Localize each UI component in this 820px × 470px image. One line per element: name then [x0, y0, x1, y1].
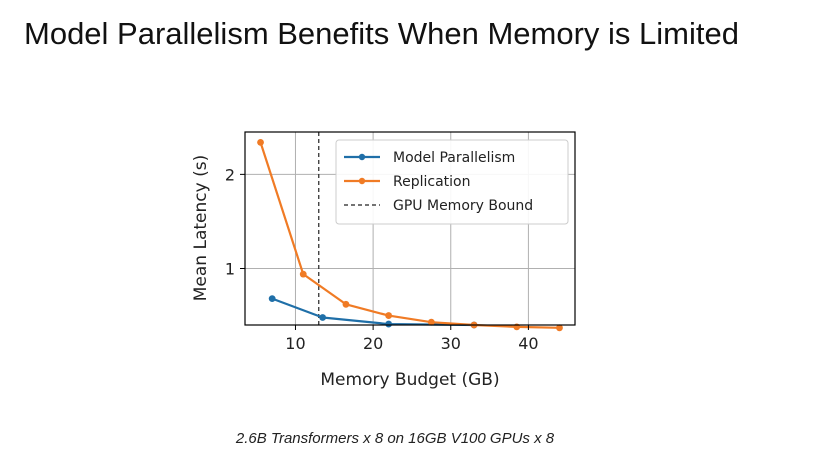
- x-tick-label: 20: [363, 334, 383, 353]
- ticks: 10 20 30 40 1 2: [225, 165, 539, 353]
- legend: Model Parallelism Replication GPU Memory…: [335, 139, 569, 225]
- model-parallelism-point: [268, 295, 276, 303]
- x-tick-label: 40: [518, 334, 538, 353]
- legend-replication-label: Replication: [393, 174, 470, 190]
- replication-point: [257, 138, 264, 146]
- legend-replication-marker: [358, 177, 366, 185]
- replication-line: [259, 142, 560, 329]
- slide-title: Model Parallelism Benefits When Memory i…: [24, 16, 739, 51]
- replication-point: [385, 312, 393, 319]
- legend-model-parallelism-marker: [358, 153, 366, 161]
- legend-box: [335, 139, 569, 225]
- y-axis-label: Mean Latency (s): [191, 155, 211, 301]
- x-tick-label: 30: [441, 334, 461, 353]
- replication-point: [556, 324, 563, 332]
- replication-point: [427, 318, 435, 326]
- model-parallelism-point: [319, 314, 327, 321]
- legend-model-parallelism-label: Model Parallelism: [393, 150, 515, 166]
- plot-frame: [244, 131, 576, 326]
- legend-memory-bound-label: GPU Memory Bound: [393, 198, 533, 214]
- y-tick-label: 2: [225, 165, 235, 184]
- x-axis-label: Memory Budget (GB): [320, 370, 499, 390]
- slide-caption: 2.6B Transformers x 8 on 16GB V100 GPUs …: [235, 430, 555, 447]
- replication-point: [299, 270, 307, 278]
- replication-point: [342, 300, 350, 308]
- model-parallelism-point: [385, 320, 393, 328]
- x-tick-label: 10: [285, 334, 305, 353]
- y-tick-label: 1: [225, 260, 235, 279]
